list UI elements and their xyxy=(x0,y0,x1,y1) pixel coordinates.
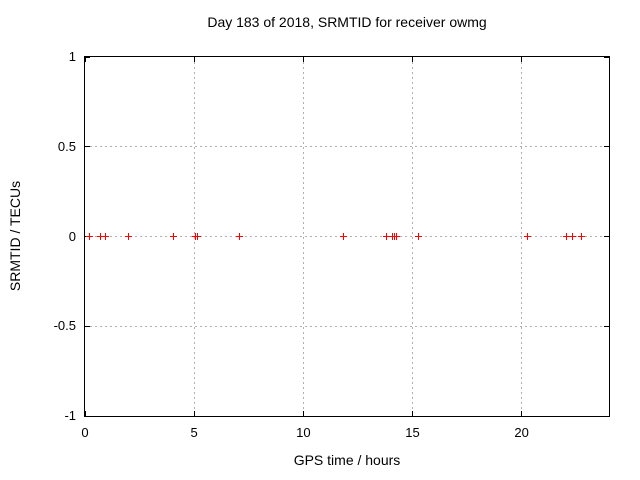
data-point-marker xyxy=(102,233,110,240)
chart-title: Day 183 of 2018, SRMTID for receiver owm… xyxy=(207,14,487,30)
data-point-marker xyxy=(97,233,105,240)
x-tick-mark xyxy=(302,57,304,62)
data-point-marker xyxy=(235,233,243,240)
x-tick-mark xyxy=(193,57,195,62)
y-tick-mark xyxy=(85,146,90,148)
y-tick-mark xyxy=(604,56,609,58)
data-point-marker xyxy=(193,233,201,240)
data-point-marker xyxy=(523,233,531,240)
x-tick-label: 20 xyxy=(514,425,529,440)
data-point-marker xyxy=(383,233,391,240)
data-point-marker xyxy=(563,233,571,240)
x-tick-mark xyxy=(412,57,413,62)
y-tick-mark xyxy=(85,415,90,417)
y-gridline xyxy=(85,325,609,327)
x-tick-label: 5 xyxy=(190,425,198,440)
data-point-marker xyxy=(578,233,586,240)
y-tick-label: -0.5 xyxy=(53,318,76,334)
x-tick-mark xyxy=(412,411,413,416)
x-tick-mark xyxy=(302,411,304,416)
x-tick-mark xyxy=(521,57,523,62)
y-tick-mark xyxy=(604,415,609,417)
y-tick-mark xyxy=(85,325,90,327)
y-gridline xyxy=(85,146,609,148)
x-tick-mark xyxy=(84,411,86,416)
data-point-marker xyxy=(414,233,422,240)
y-gridline xyxy=(85,236,609,237)
y-tick-mark xyxy=(85,56,90,58)
x-tick-mark xyxy=(521,411,523,416)
x-tick-label: 0 xyxy=(81,425,89,440)
y-tick-label: -1 xyxy=(64,408,76,423)
data-point-marker xyxy=(124,233,132,240)
data-point-marker xyxy=(169,233,177,240)
plot-area xyxy=(84,56,610,417)
data-point-marker xyxy=(393,233,401,240)
y-tick-label: 1 xyxy=(68,49,76,64)
x-tick-mark xyxy=(84,57,86,62)
y-tick-mark xyxy=(604,236,609,237)
data-point-marker xyxy=(568,233,576,240)
y-tick-label: 0 xyxy=(68,228,76,244)
y-tick-mark xyxy=(604,325,609,327)
x-tick-label: 15 xyxy=(405,425,420,440)
x-tick-label: 10 xyxy=(296,425,311,440)
data-point-marker xyxy=(339,233,347,240)
x-tick-mark xyxy=(193,411,195,416)
y-tick-mark xyxy=(604,146,609,148)
y-tick-label: 0.5 xyxy=(57,138,76,154)
x-axis-label: GPS time / hours xyxy=(293,452,401,468)
data-point-marker xyxy=(85,233,93,240)
